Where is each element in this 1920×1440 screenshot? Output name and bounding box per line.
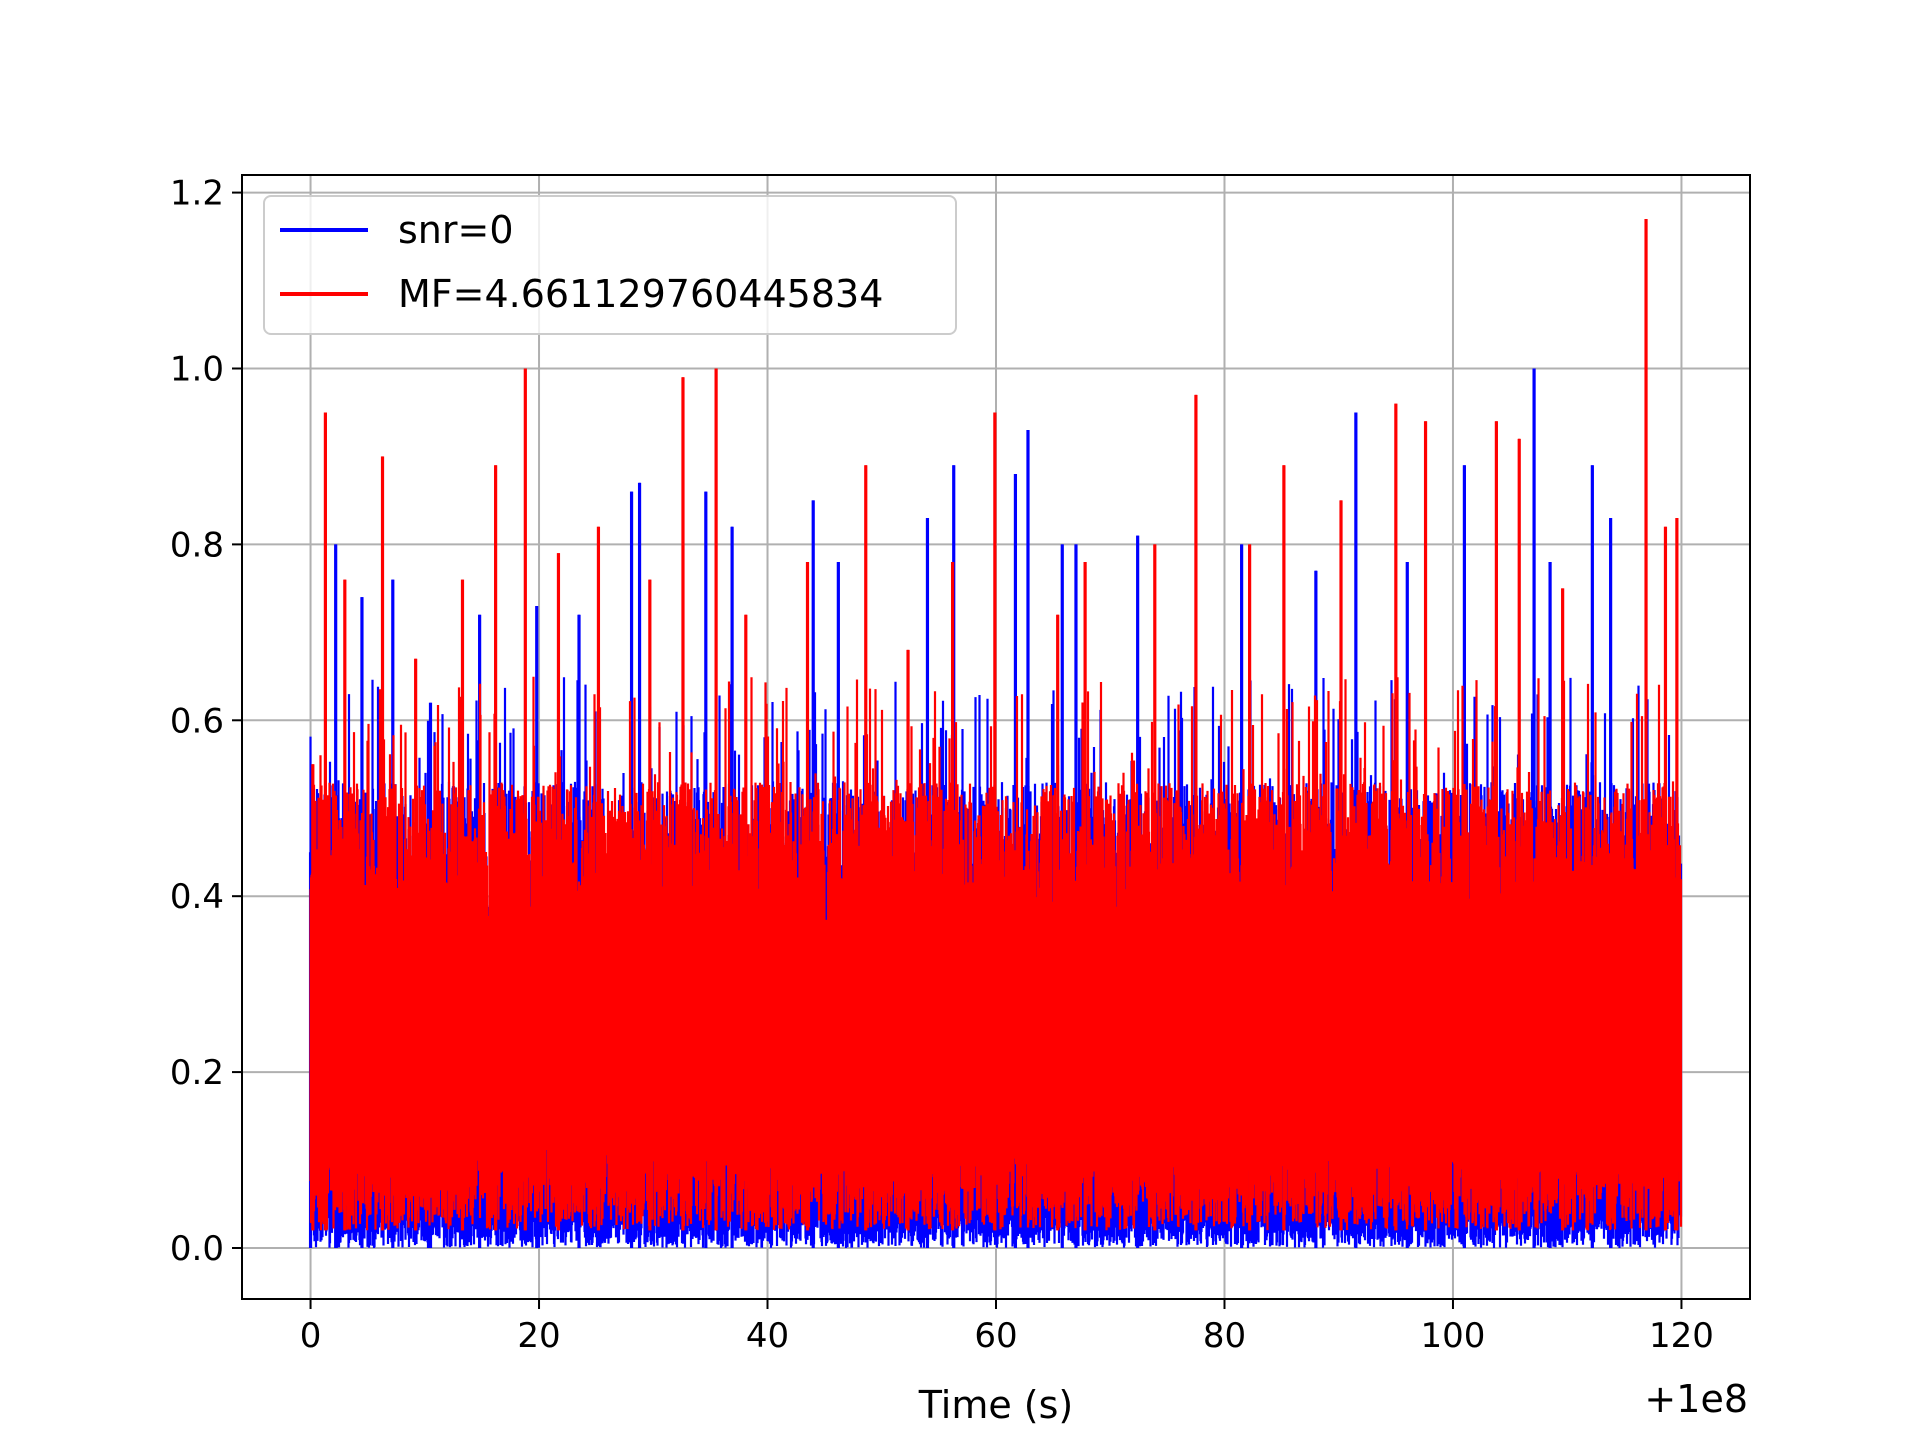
legend-label-mf: MF=4.661129760445834: [398, 272, 883, 316]
x-tick-label: 100: [1421, 1316, 1486, 1356]
x-tick-label: 60: [974, 1316, 1017, 1356]
y-tick-label: 0.6: [170, 701, 224, 741]
x-axis-label: Time (s): [918, 1383, 1074, 1427]
y-tick-label: 0.0: [170, 1229, 224, 1269]
y-tick-label: 0.4: [170, 877, 224, 917]
series-layer: [308, 218, 1683, 1248]
legend-box: [263, 195, 957, 335]
x-offset-label: +1e8: [1644, 1377, 1748, 1421]
series-1-trace: [309, 219, 1683, 1231]
y-tick-label: 0.2: [170, 1053, 224, 1093]
legend-label-snr: snr=0: [398, 208, 514, 252]
x-tick-label: 80: [1203, 1316, 1246, 1356]
y-tick-label: 1.2: [170, 174, 224, 214]
y-tick-label: 0.8: [170, 525, 224, 565]
ticks: 0 20 40 60 80 100 120 0.0 0.2 0.4 0.6 0.8 1.0 1.2: [170, 174, 1714, 1356]
legend: snr=0 MF=4.661129760445834: [263, 195, 957, 335]
x-tick-label: 20: [517, 1316, 560, 1356]
x-tick-label: 120: [1649, 1316, 1714, 1356]
x-tick-label: 40: [746, 1316, 789, 1356]
y-tick-label: 1.0: [170, 349, 224, 389]
x-tick-label: 0: [300, 1316, 322, 1356]
